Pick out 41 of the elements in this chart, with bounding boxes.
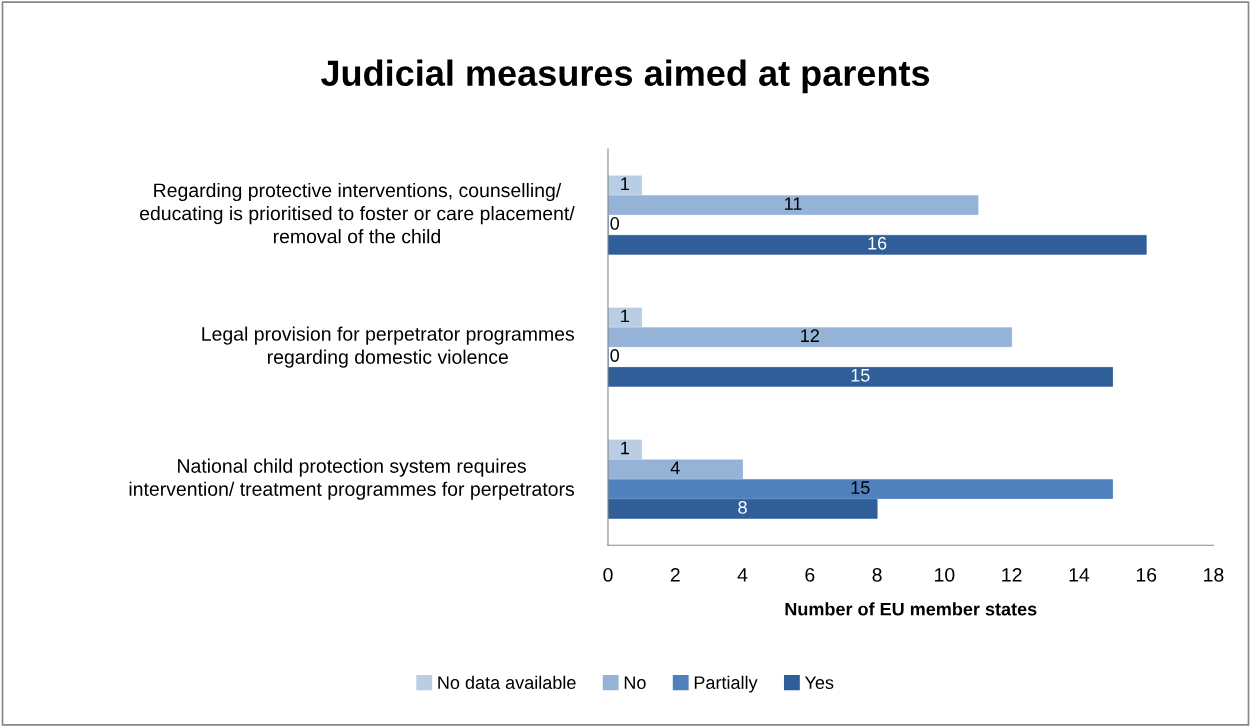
data-label: 15 [851, 369, 870, 382]
data-label: 1 [621, 441, 629, 455]
bar [607, 195, 979, 215]
x-tick-label: 14 [1069, 568, 1090, 582]
x-axis-title: Number of EU member states [785, 602, 1037, 616]
x-tick-label: 16 [1136, 567, 1157, 582]
data-label: 1 [621, 309, 629, 323]
data-label: 16 [868, 236, 887, 250]
legend-label: No [624, 676, 646, 690]
legend-label: No data available [438, 675, 576, 690]
bar [607, 459, 743, 480]
bar [607, 327, 1013, 348]
y-tick-label: Regarding protective interventions, counselling/ educating is prioritised to foster or care placement/ removal of the child [139, 182, 575, 244]
x-tick-label: 2 [670, 567, 680, 582]
bar [607, 234, 1147, 255]
x-tick-label: 0 [603, 567, 613, 582]
legend-label: Yes [804, 676, 834, 690]
data-label: 12 [801, 329, 819, 342]
y-tick-label: Legal provision for perpetrator programmes regarding domestic violence [202, 326, 575, 368]
bar [607, 367, 1113, 387]
legend-label: Partially [694, 675, 758, 693]
x-tick-label: 12 [1002, 567, 1022, 582]
x-tick-label: 8 [872, 567, 882, 582]
bar [607, 175, 643, 196]
chart-title: Judicial measures aimed at parents [320, 59, 930, 94]
x-tick-label: 18 [1204, 567, 1224, 582]
data-label: 0 [610, 349, 620, 362]
data-label: 8 [738, 500, 747, 514]
data-label: 4 [670, 461, 680, 474]
x-tick-label: 10 [935, 567, 955, 582]
bar [607, 499, 878, 519]
bar [607, 439, 643, 460]
data-label: 15 [851, 481, 870, 494]
bar [607, 307, 643, 328]
data-label: 11 [785, 197, 802, 210]
x-tick-label: 6 [805, 567, 815, 582]
data-label: 1 [621, 177, 629, 191]
data-label: 0 [610, 217, 620, 230]
x-tick-label: 4 [737, 568, 748, 582]
bar [607, 479, 1113, 499]
y-tick-label: National child protection system requires intervention/ treatment programmes for perpetrators [129, 458, 575, 500]
